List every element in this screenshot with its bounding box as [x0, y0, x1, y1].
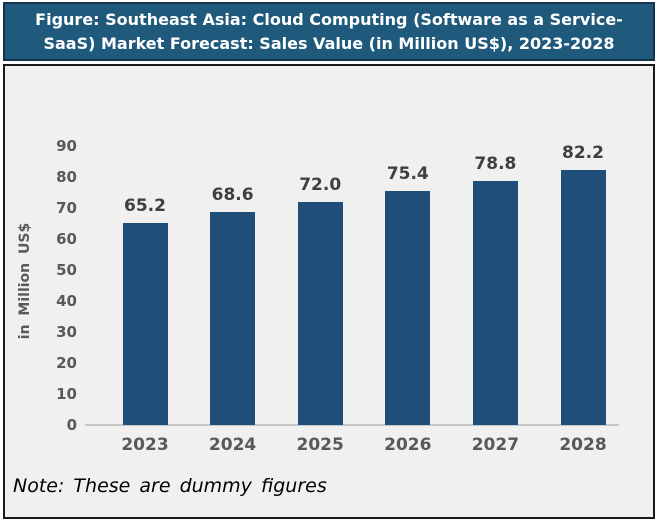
figure-title: Figure: Southeast Asia: Cloud Computing … [3, 2, 655, 61]
note-text: Note: These are dummy figures [13, 475, 327, 497]
bar-value-label: 82.2 [562, 143, 604, 164]
y-tick-label: 60 [56, 230, 77, 248]
x-axis-label: 2027 [471, 435, 520, 455]
figure-title-line-2: SaaS) Market Forecast: Sales Value (in M… [43, 33, 615, 53]
y-tick-label: 40 [56, 292, 77, 310]
x-axis-label: 2024 [208, 435, 257, 455]
plot-area: 0 10 20 30 40 50 60 70 80 90 65.2 2023 68.6 2024 72.0 2… [5, 66, 653, 517]
y-tick-label: 70 [56, 199, 77, 217]
bar-2025 [297, 201, 343, 425]
x-axis-label: 2028 [559, 435, 607, 455]
bar-2027 [472, 180, 518, 425]
y-tick-label: 10 [56, 385, 77, 403]
y-tick-label: 30 [56, 323, 77, 341]
bar-value-label: 78.8 [474, 153, 517, 174]
y-tick-label: 0 [66, 416, 77, 434]
bar-2028 [560, 170, 606, 425]
y-tick-label: 80 [56, 168, 77, 186]
y-tick-label: 20 [56, 354, 77, 372]
x-axis-label: 2026 [384, 435, 432, 455]
bar-value-label: 68.6 [211, 185, 254, 206]
bar-value-label: 72.0 [299, 174, 342, 195]
x-axis-line [85, 424, 619, 426]
y-tick-label: 50 [56, 261, 77, 279]
bar-value-label: 75.4 [386, 164, 429, 185]
bar-value-label: 65.2 [124, 195, 166, 216]
bar-2026 [385, 191, 431, 425]
chart-box: in Million US$ 0 10 20 30 40 50 60 70 80 90 65.2 20… [3, 64, 655, 519]
x-axis-label: 2023 [121, 435, 169, 455]
y-tick-label: 90 [56, 137, 77, 155]
bar-2023 [122, 222, 168, 425]
x-axis-label: 2025 [296, 435, 344, 455]
figure-title-line-1: Figure: Southeast Asia: Cloud Computing … [35, 9, 623, 29]
bar-2024 [210, 212, 256, 425]
